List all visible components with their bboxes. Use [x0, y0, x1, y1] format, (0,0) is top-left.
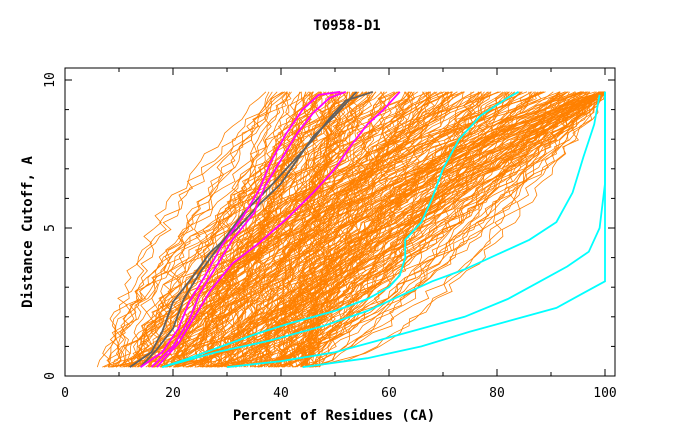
background-series-line — [112, 91, 288, 368]
background-series-line — [300, 91, 430, 368]
highlight-series-lines — [129, 90, 606, 368]
background-series-line — [140, 91, 372, 368]
background-series-line — [169, 91, 445, 368]
background-series-line — [199, 91, 430, 368]
background-series-line — [217, 91, 569, 368]
background-series-line — [164, 91, 543, 368]
background-series-line — [169, 91, 582, 368]
background-series-line — [278, 91, 368, 368]
x-tick-label: 40 — [273, 386, 289, 401]
background-series-line — [217, 91, 302, 368]
background-series-line — [273, 91, 570, 368]
background-series-line — [293, 91, 446, 368]
series-line-cyan-2 — [161, 94, 601, 368]
background-series-line — [191, 91, 292, 368]
background-series-line — [194, 91, 561, 368]
background-series-line — [111, 91, 430, 368]
background-series-line — [210, 91, 513, 368]
background-series-line — [315, 91, 605, 368]
background-series-line — [226, 91, 542, 368]
background-series-line — [244, 91, 458, 368]
background-series-line — [254, 91, 554, 368]
background-series-line — [134, 91, 490, 368]
background-series-line — [287, 91, 600, 368]
y-tick-label: 10 — [43, 72, 58, 88]
background-series-line — [243, 91, 387, 368]
background-series-line — [269, 91, 606, 368]
background-series-line — [130, 91, 322, 368]
x-tick-label: 20 — [165, 386, 181, 401]
background-series-line — [288, 91, 348, 368]
x-axis-label: Percent of Residues (CA) — [233, 408, 435, 424]
background-series-line — [160, 91, 545, 368]
background-series-line — [309, 91, 606, 368]
background-series-line — [179, 91, 576, 368]
background-series-line — [149, 91, 475, 368]
background-series-line — [243, 91, 606, 368]
background-series-line — [136, 91, 285, 368]
background-series-line — [292, 91, 605, 368]
background-series-line — [173, 91, 606, 368]
x-tick-label: 80 — [489, 386, 505, 401]
background-series-line — [220, 91, 294, 368]
background-series-line — [167, 91, 364, 368]
series-line-cyan-1 — [161, 91, 520, 368]
background-series-line — [145, 91, 372, 368]
axes: 0 20 40 60 80 100 0 5 10 — [43, 68, 617, 401]
series-line-gray-2 — [139, 90, 374, 368]
background-series-line — [304, 91, 492, 368]
x-tick-label: 60 — [381, 386, 397, 401]
background-series-line — [134, 91, 583, 368]
background-series-line — [119, 91, 396, 368]
background-series-line — [106, 91, 267, 368]
background-series-line — [192, 91, 480, 368]
background-series-line — [235, 91, 410, 368]
background-series-line — [166, 91, 438, 368]
background-series-line — [161, 91, 605, 368]
background-series-line — [309, 91, 568, 368]
background-series-line — [148, 91, 546, 368]
background-series-line — [129, 91, 273, 368]
background-series-line — [121, 91, 286, 368]
background-series-line — [140, 91, 334, 368]
series-line-magenta-3 — [156, 91, 401, 368]
background-series-line — [300, 91, 602, 368]
chart-title: T0958-D1 — [313, 18, 380, 34]
background-series-line — [172, 91, 542, 368]
background-series-line — [173, 91, 528, 368]
background-series-line — [308, 91, 606, 368]
background-series-line — [259, 91, 523, 368]
background-series-line — [209, 91, 606, 368]
background-series-line — [262, 91, 314, 368]
background-series-line — [229, 91, 602, 368]
y-tick-label: 5 — [43, 224, 58, 232]
background-series-line — [235, 91, 483, 368]
background-series-line — [277, 91, 409, 368]
background-series-line — [194, 91, 606, 368]
x-tick-label: 0 — [61, 386, 69, 401]
series-line-gray-1 — [129, 91, 358, 368]
y-tick-label: 0 — [43, 372, 58, 380]
background-series-line — [153, 91, 447, 368]
series-line-magenta-2 — [150, 90, 347, 368]
series-line-magenta-1 — [140, 90, 341, 368]
background-series-line — [309, 91, 591, 368]
plot-frame — [64, 67, 616, 377]
x-tick-label: 100 — [593, 386, 616, 401]
y-axis-label: Distance Cutoff, A — [20, 156, 36, 308]
background-series-line — [306, 91, 415, 368]
series-line-cyan-4 — [302, 91, 606, 368]
